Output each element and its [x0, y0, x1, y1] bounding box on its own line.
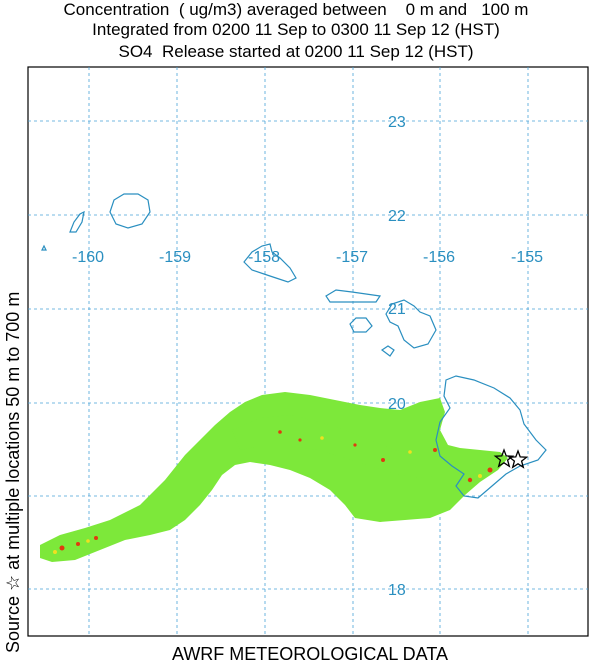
island-hawaii — [435, 375, 547, 499]
source-markers — [493, 448, 529, 469]
meteorological-data-label: AWRF METEOROLOGICAL DATA — [171, 644, 449, 664]
lat-label-22: 22 — [388, 208, 406, 225]
source-star-1 — [493, 448, 515, 468]
lat-label-18: 18 — [388, 582, 406, 599]
lon-label-156: -156 — [423, 249, 455, 266]
map-frame — [27, 66, 589, 637]
island-molokai — [325, 289, 382, 303]
island-niihau — [69, 210, 85, 233]
lat-label-21: 21 — [388, 301, 406, 318]
lon-label-158: -158 — [248, 249, 280, 266]
lon-label-155: -155 — [511, 249, 543, 266]
graticule — [28, 67, 588, 636]
source-location-label: Source ☆ at multiple locations 50 m to 7… — [3, 291, 23, 653]
lon-label-160: -160 — [72, 249, 104, 266]
lon-label-157: -157 — [336, 249, 368, 266]
source-star-2 — [507, 449, 529, 469]
island-maui — [385, 299, 437, 349]
island-kauai — [109, 193, 151, 229]
island-kaula — [41, 244, 47, 251]
lon-label-159: -159 — [159, 249, 191, 266]
lat-label-23: 23 — [388, 114, 406, 131]
plume-mid-values — [53, 436, 482, 554]
title-line-3: SO4 Release started at 0200 11 Sep 12 (H… — [118, 42, 474, 61]
plume — [40, 392, 508, 562]
plume-body — [40, 392, 508, 562]
plume-ridge — [232, 415, 440, 478]
title-line-1: Concentration ( ug/m3) averaged between … — [63, 0, 529, 19]
island-kahoolawe — [380, 345, 395, 357]
island-oahu — [243, 243, 297, 283]
coastlines — [41, 193, 547, 499]
island-lanai — [349, 317, 373, 333]
plume-hotspots — [59, 430, 493, 551]
lat-label-20: 20 — [388, 396, 406, 413]
title-line-2: Integrated from 0200 11 Sep to 0300 11 S… — [92, 20, 500, 39]
